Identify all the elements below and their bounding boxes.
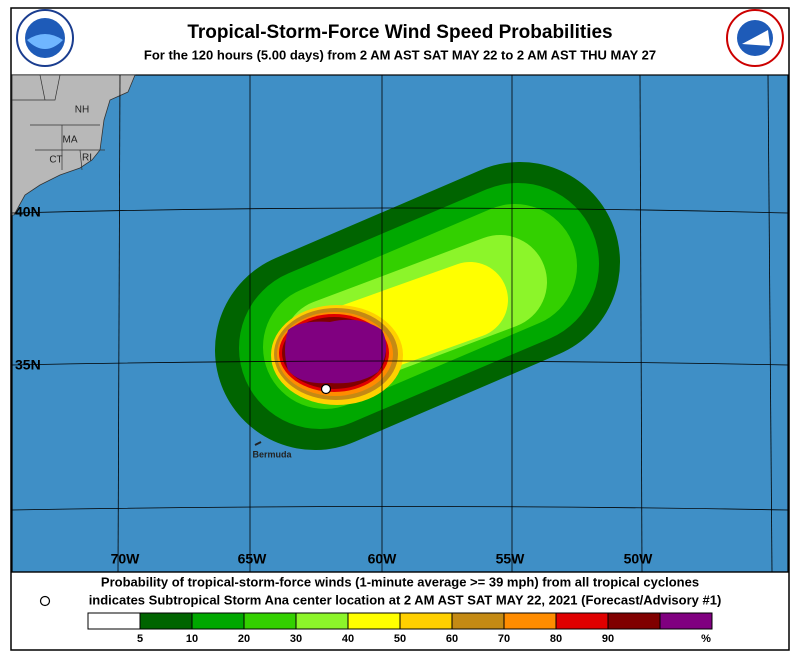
legend-label: 60 — [446, 633, 458, 645]
parallel — [11, 207, 789, 214]
legend-swatch — [451, 612, 505, 630]
legend-swatch — [347, 612, 401, 630]
footer-line: Probability of tropical-storm-force wind… — [101, 574, 699, 589]
legend-swatch — [295, 612, 349, 630]
map: NH MA CT RI 40N 35N 70W 65W 60W 55W 50W … — [11, 74, 789, 573]
legend-label: 10 — [186, 633, 198, 645]
legend-swatch — [399, 612, 453, 630]
legend-label: 5 — [137, 633, 143, 645]
meridian — [639, 74, 643, 573]
legend-unit: % — [701, 633, 711, 645]
legend: 5 10 20 30 40 50 60 70 80 90% — [87, 612, 713, 645]
bermuda-island — [254, 441, 262, 446]
title: Tropical-Storm-Force Wind Speed Probabil… — [187, 22, 612, 43]
land — [11, 74, 136, 216]
legend-swatch — [503, 612, 557, 630]
legend-swatch — [243, 612, 297, 630]
state-label: CT — [49, 155, 62, 166]
legend-swatch — [191, 612, 245, 630]
state-label: NH — [75, 105, 89, 116]
legend-label: 80 — [550, 633, 562, 645]
lat-label: 35N — [15, 357, 41, 373]
place-label: Bermuda — [252, 449, 292, 459]
legend-label: 90 — [602, 633, 614, 645]
storm-center-key — [39, 595, 51, 607]
lon-label: 55W — [496, 551, 526, 567]
nws-logo — [726, 9, 784, 67]
legend-label: 30 — [290, 633, 302, 645]
lat-label: 40N — [15, 204, 41, 220]
legend-label: 50 — [394, 633, 406, 645]
lon-label: 60W — [368, 551, 398, 567]
legend-label: 40 — [342, 633, 354, 645]
legend-swatch — [139, 612, 193, 630]
legend-label: 20 — [238, 633, 250, 645]
legend-swatch — [607, 612, 661, 630]
legend-swatch — [659, 612, 713, 630]
storm-center — [320, 383, 332, 395]
lon-label: 70W — [111, 551, 141, 567]
legend-label: 70 — [498, 633, 510, 645]
state-borders — [12, 74, 105, 171]
legend-swatch — [555, 612, 609, 630]
legend-swatch — [87, 612, 141, 630]
probability-contours — [215, 162, 620, 450]
noaa-logo — [16, 9, 74, 67]
state-label: MA — [63, 135, 78, 146]
footer-line: indicates Subtropical Storm Ana center l… — [89, 592, 722, 607]
subtitle: For the 120 hours (5.00 days) from 2 AM … — [144, 47, 656, 62]
meridian — [117, 74, 121, 573]
parallel — [11, 506, 789, 511]
frame — [10, 7, 790, 651]
lon-label: 65W — [238, 551, 268, 567]
state-label: RI — [82, 153, 92, 164]
parallel — [11, 360, 789, 366]
meridian — [767, 74, 773, 573]
lon-label: 50W — [624, 551, 654, 567]
